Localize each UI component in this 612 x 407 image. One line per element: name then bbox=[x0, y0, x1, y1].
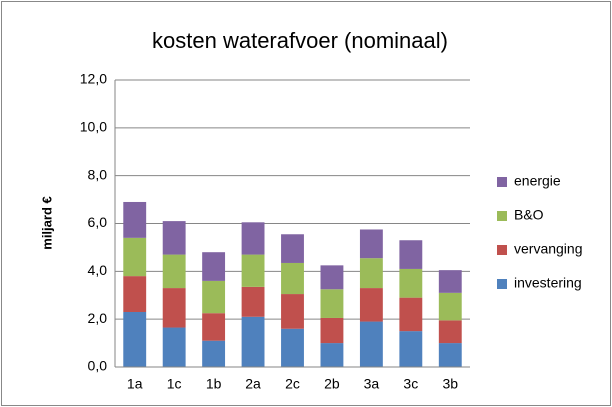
x-tick-label: 3a bbox=[364, 376, 380, 392]
x-tick-label: 2c bbox=[285, 376, 300, 392]
legend-label: investering bbox=[514, 275, 582, 291]
bar-segment bbox=[162, 288, 186, 328]
y-tick-label: 8,0 bbox=[88, 166, 108, 182]
bar-segment bbox=[123, 201, 147, 238]
x-tick-label: 1a bbox=[127, 376, 143, 392]
x-tick-label: 1c bbox=[167, 376, 182, 392]
bar-segment bbox=[202, 252, 226, 281]
bar-segment bbox=[359, 229, 383, 259]
y-tick-label: 4,0 bbox=[88, 262, 108, 278]
bar-segment bbox=[438, 292, 462, 321]
bar-segment bbox=[123, 237, 147, 277]
bar-segment bbox=[202, 340, 226, 367]
bar-segment bbox=[399, 297, 423, 332]
y-tick-label: 10,0 bbox=[80, 119, 107, 135]
y-tick-label: 0,0 bbox=[88, 358, 108, 374]
bar-segment bbox=[438, 343, 462, 367]
bar-segment bbox=[281, 294, 304, 329]
bar-segment bbox=[162, 327, 186, 367]
bar-segment bbox=[438, 270, 462, 293]
bar-segment bbox=[438, 320, 462, 344]
bar-segment bbox=[123, 276, 147, 312]
bar-segment bbox=[320, 343, 344, 367]
bar-segment bbox=[399, 268, 423, 298]
bar-segment bbox=[359, 321, 383, 367]
x-tick-label: 2b bbox=[324, 376, 340, 392]
bar-segment bbox=[241, 222, 265, 255]
bar-segment bbox=[359, 258, 383, 289]
bar-segment bbox=[320, 265, 344, 290]
bar-segment bbox=[281, 328, 304, 367]
x-tick-label: 3c bbox=[403, 376, 418, 392]
legend-label: B&O bbox=[514, 207, 544, 223]
chart-title: kosten waterafvoer (nominaal) bbox=[152, 28, 448, 53]
bar-segment bbox=[123, 311, 147, 367]
bar-segment bbox=[241, 254, 265, 287]
bar-segment bbox=[399, 240, 423, 269]
bar-segment bbox=[281, 234, 304, 263]
legend-swatch bbox=[497, 245, 507, 255]
legend-label: energie bbox=[514, 173, 561, 189]
x-tick-label: 1b bbox=[206, 376, 222, 392]
bar-segment bbox=[241, 286, 265, 317]
y-axis-label: miljard € bbox=[39, 196, 54, 249]
x-tick-label: 2a bbox=[245, 376, 261, 392]
bar-segment bbox=[359, 288, 383, 322]
y-tick-label: 2,0 bbox=[88, 310, 108, 326]
bar-segment bbox=[162, 221, 186, 255]
y-tick-label: 12,0 bbox=[80, 71, 107, 87]
bar-segment bbox=[281, 262, 304, 295]
bar-segment bbox=[320, 289, 344, 318]
legend-label: vervanging bbox=[514, 241, 583, 257]
bar-segment bbox=[162, 254, 186, 289]
legend-swatch bbox=[497, 177, 507, 187]
bar-segment bbox=[202, 280, 226, 314]
legend-swatch bbox=[497, 211, 507, 221]
bar-segment bbox=[320, 317, 344, 344]
bar-segment bbox=[202, 313, 226, 341]
y-tick-label: 6,0 bbox=[88, 214, 108, 230]
legend-swatch bbox=[497, 279, 507, 289]
bar-segment bbox=[241, 316, 265, 367]
bar-segment bbox=[399, 331, 423, 367]
x-tick-label: 3b bbox=[442, 376, 458, 392]
